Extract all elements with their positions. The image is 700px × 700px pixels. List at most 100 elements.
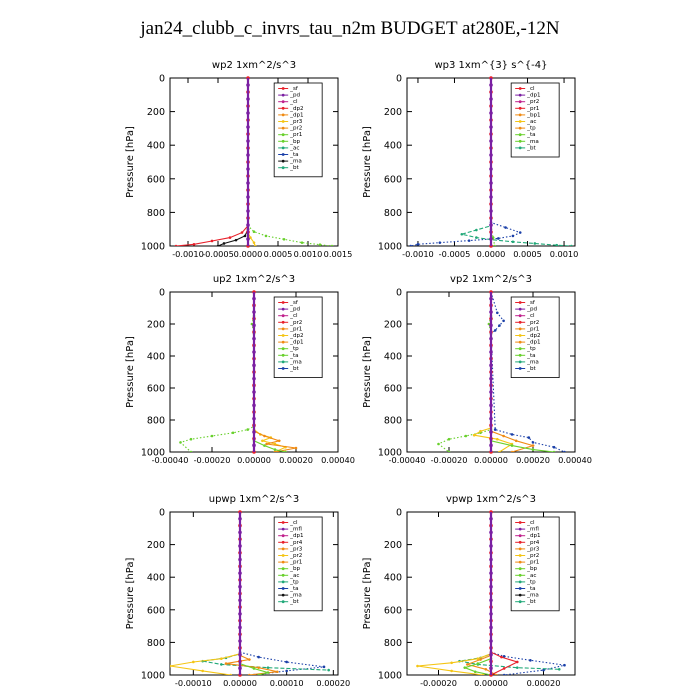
data-point (252, 230, 256, 234)
legend-marker (281, 133, 285, 137)
y-tick-label: 600 (384, 174, 402, 185)
data-point (224, 662, 228, 665)
data-point (276, 670, 279, 674)
data-point (570, 244, 573, 246)
legend-marker (518, 113, 522, 117)
legend-marker (518, 353, 522, 357)
legend-label: _tp (289, 579, 299, 585)
x-tick-label: 0.0000 (477, 249, 506, 259)
legend-marker (281, 113, 285, 117)
legend-label: _ma (289, 359, 302, 365)
data-point (447, 450, 451, 452)
legend-label: _mfl (526, 527, 539, 533)
legend-label: _pr1 (289, 560, 303, 566)
data-point (479, 429, 482, 433)
legend-marker (518, 560, 522, 564)
data-point (282, 237, 286, 241)
data-point (527, 436, 531, 439)
legend-marker (518, 301, 522, 304)
legend-label: _ta (289, 152, 298, 158)
series-line-ta (217, 78, 249, 246)
legend-marker (518, 593, 522, 597)
legend-marker (518, 146, 522, 150)
series-line-pr1 (247, 78, 333, 246)
x-tick-label: -0.00020 (420, 678, 457, 688)
y-axis-label: Pressure [hPa] (125, 126, 136, 198)
legend-box (510, 296, 560, 378)
legend-label: _bp (289, 139, 300, 145)
legend-marker (281, 93, 285, 97)
data-point (273, 448, 277, 451)
y-tick-label: 400 (147, 141, 165, 152)
data-point (189, 450, 193, 452)
data-point (246, 428, 249, 431)
legend-label: _dp1 (526, 93, 541, 99)
legend-marker (281, 527, 285, 531)
data-point (542, 668, 545, 672)
x-tick-label: -0.0005 (202, 249, 234, 259)
legend-marker (518, 540, 522, 544)
data-point (234, 238, 238, 242)
y-tick-label: 400 (384, 141, 402, 152)
chart-title: wp2 1xm^2/s^3 (212, 60, 296, 71)
data-point (531, 441, 535, 444)
chart-title: wp3 1xm^{3} s^{-4} (434, 60, 547, 71)
data-point (496, 311, 499, 315)
x-tick-label: 0.0010 (294, 249, 323, 259)
data-point (504, 226, 507, 229)
legend-label: _cl (289, 520, 298, 526)
data-point (257, 666, 260, 669)
legend-label: _pr3 (289, 546, 303, 552)
y-tick-label: 200 (384, 107, 402, 118)
x-tick-label: 0.00000 (223, 678, 257, 688)
data-point (502, 319, 505, 323)
data-point (257, 673, 260, 675)
legend-label: _cl (289, 99, 298, 105)
x-tick-label: -0.0005 (439, 249, 471, 259)
y-tick-label: 1000 (378, 448, 402, 459)
x-tick-label: -0.0010 (172, 249, 204, 259)
data-point (514, 439, 518, 443)
legend-marker (518, 334, 522, 337)
y-tick-label: 600 (147, 384, 165, 395)
legend-label: _bp1 (526, 112, 541, 118)
data-point (231, 431, 235, 435)
data-point (475, 228, 478, 232)
data-point (253, 244, 257, 246)
chart-title: up2 1xm^2/s^3 (213, 274, 295, 285)
legend-marker (281, 146, 285, 150)
series-line-tp (410, 78, 522, 246)
y-tick-label: 800 (384, 208, 402, 219)
data-point (277, 439, 281, 443)
data-point (300, 241, 304, 244)
x-tick-label: 0.0000 (234, 249, 263, 259)
legend-marker (518, 367, 522, 370)
legend-label: _pr2 (289, 553, 302, 559)
legend-marker (281, 554, 285, 557)
legend-marker (281, 547, 285, 551)
y-tick-label: 1000 (141, 448, 165, 459)
legend-marker (281, 521, 285, 524)
chart-panel-1: wp3 1xm^{3} s^{-4} Pressure [hPa] 0 200 400 6… (362, 60, 578, 259)
data-point (552, 450, 556, 452)
chart-panel-2: up2 1xm^2/s^3 Pressure [hPa] 0 200 400 600 800… (125, 274, 355, 465)
legend-marker (281, 367, 285, 370)
legend-label: _ta (526, 353, 535, 359)
legend-label: _pr1 (526, 560, 540, 566)
series-line-pr2 (225, 512, 278, 675)
legend-marker (518, 527, 522, 531)
x-tick-label: 0.00000 (474, 678, 508, 688)
series-line-bp (239, 512, 271, 675)
chart-title: vpwp 1xm^2/s^3 (446, 494, 536, 505)
legend-label: _bt (289, 599, 299, 605)
data-point (266, 671, 270, 674)
legend-marker (281, 573, 285, 577)
legend-marker (281, 567, 285, 571)
legend-marker (281, 87, 285, 90)
legend-label: _ac (526, 119, 536, 125)
y-tick-label: 1000 (378, 242, 402, 253)
x-tick-label: 0.00010 (270, 678, 304, 688)
y-tick-label: 400 (147, 352, 165, 363)
x-tick-label: 0.00040 (558, 455, 592, 465)
legend-marker (518, 120, 522, 123)
